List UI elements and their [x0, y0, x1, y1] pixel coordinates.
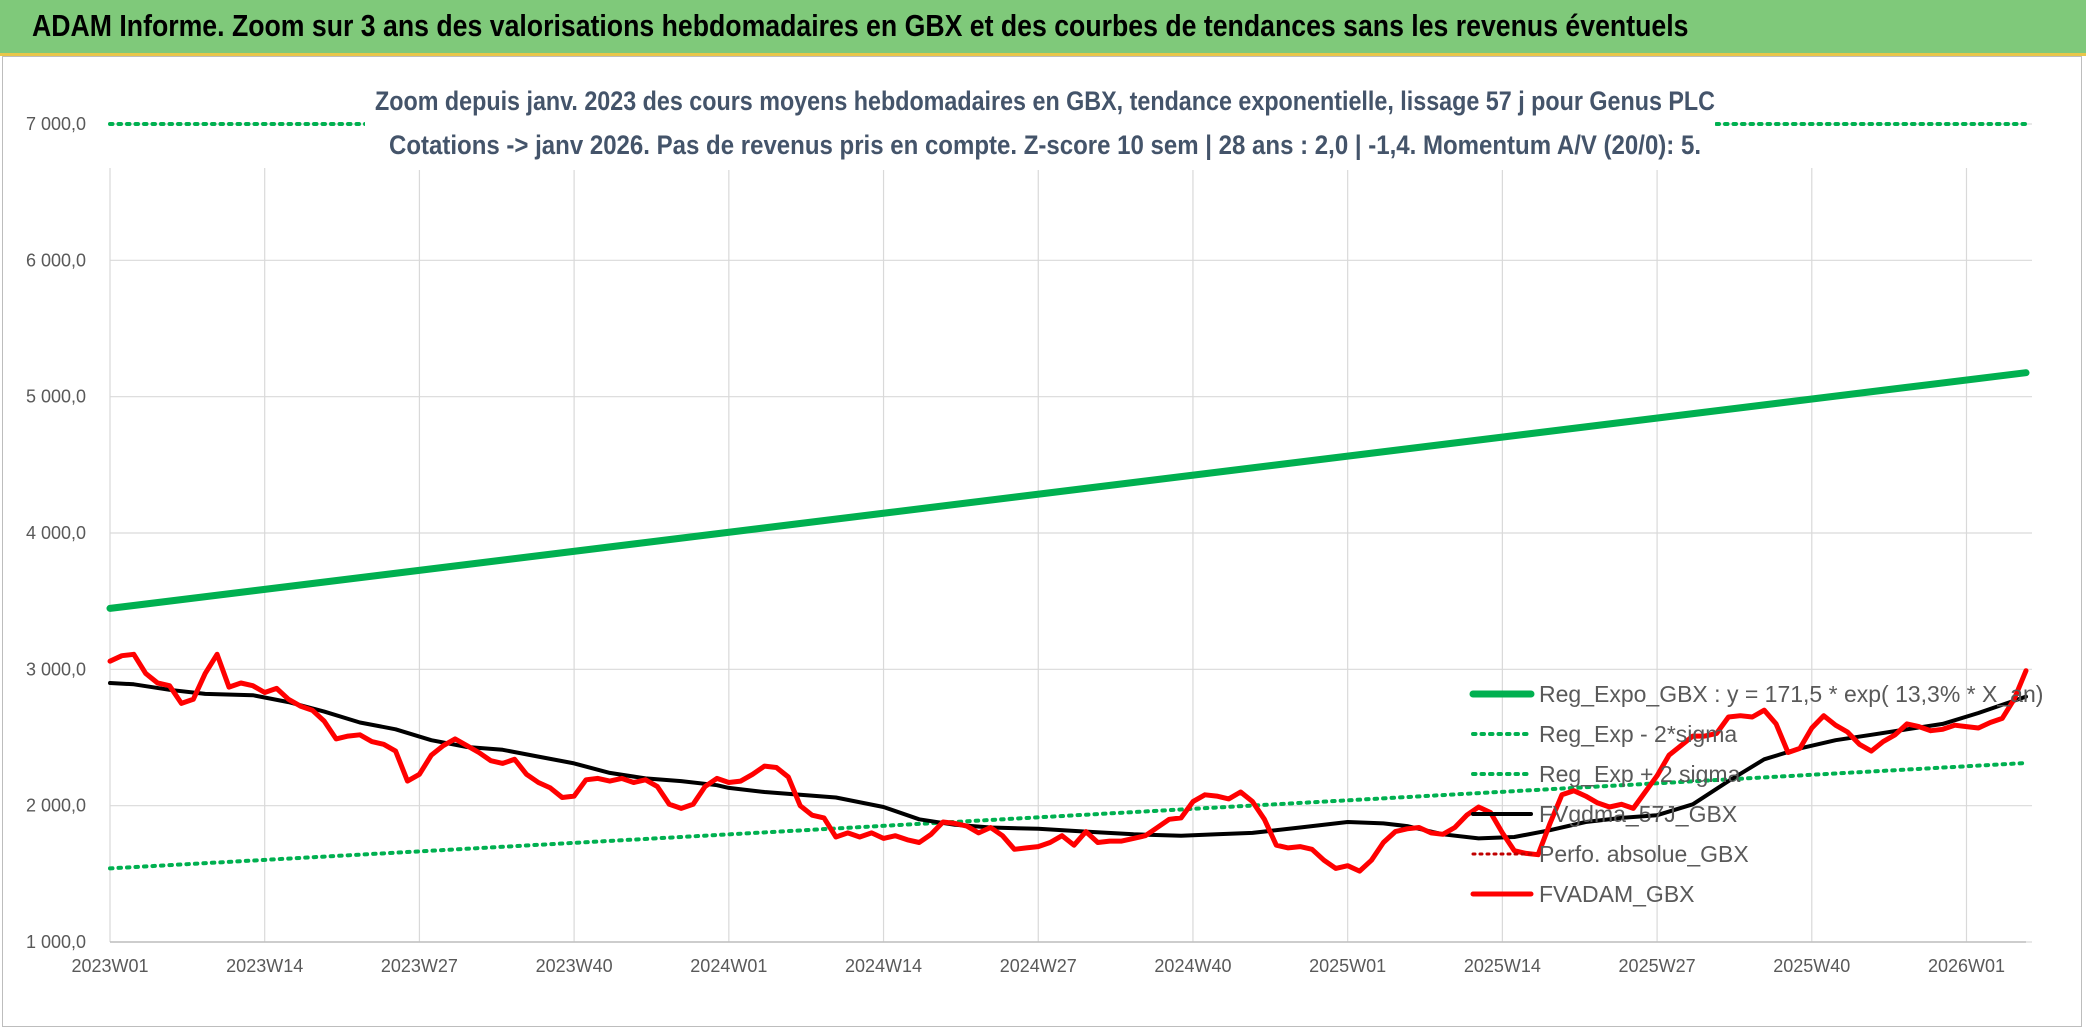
report-banner: ADAM Informe. Zoom sur 3 ans des valoris… [0, 0, 2086, 56]
y-tick-label: 5 000,0 [26, 387, 86, 407]
x-tick-label: 2023W14 [226, 956, 303, 976]
legend-label: Reg_Expo_GBX : y = 171,5 * exp( 13,3% * … [1539, 681, 2043, 707]
series-line-5 [107, 651, 2029, 874]
series-line-1 [108, 761, 2028, 871]
x-tick-label: 2023W27 [381, 956, 458, 976]
y-tick-label: 4 000,0 [26, 523, 86, 543]
y-tick-label: 7 000,0 [26, 114, 86, 134]
report-title: ADAM Informe. Zoom sur 3 ans des valoris… [32, 8, 1689, 43]
x-tick-label: 2024W40 [1154, 956, 1231, 976]
y-tick-label: 1 000,0 [26, 932, 86, 952]
legend: Reg_Expo_GBX : y = 171,5 * exp( 13,3% * … [1469, 681, 2043, 907]
y-tick-label: 2 000,0 [26, 796, 86, 816]
x-tick-label: 2023W40 [536, 956, 613, 976]
series-lines [106, 122, 2030, 874]
y-tick-label: 3 000,0 [26, 659, 86, 679]
chart-frame [2, 56, 2082, 1027]
legend-label: Reg_Exp + 2 sigma [1539, 761, 1741, 787]
x-tick-label: 2025W14 [1464, 956, 1541, 976]
x-tick-label: 2026W01 [1928, 956, 2005, 976]
x-tick-label: 2023W01 [71, 956, 148, 976]
x-tick-label: 2025W01 [1309, 956, 1386, 976]
x-tick-label: 2024W27 [1000, 956, 1077, 976]
axes: 1 000,0 2 000,0 3 000,0 4 000,0 5 000,0 6 000… [26, 114, 2026, 976]
legend-label: FVADAM_GBX [1539, 881, 1695, 907]
series-line-3 [108, 681, 2028, 841]
legend-label: Reg_Exp - 2*sigma [1539, 721, 1737, 747]
legend-label: Perfo. absolue_GBX [1539, 841, 1749, 867]
chart-subtitle: Cotations -> janv 2026. Pas de revenus p… [389, 130, 1701, 160]
chart-title: Zoom depuis janv. 2023 des cours moyens … [375, 86, 1715, 116]
x-tick-label: 2025W40 [1773, 956, 1850, 976]
legend-label: FVgdma_57J_GBX [1539, 801, 1737, 827]
x-tick-label: 2024W01 [690, 956, 767, 976]
subtitle-background [365, 80, 1715, 170]
series-line-0 [106, 369, 2030, 612]
gridlines [109, 123, 2032, 943]
y-tick-label: 6 000,0 [26, 250, 86, 270]
x-tick-label: 2024W14 [845, 956, 922, 976]
x-tick-label: 2025W27 [1619, 956, 1696, 976]
